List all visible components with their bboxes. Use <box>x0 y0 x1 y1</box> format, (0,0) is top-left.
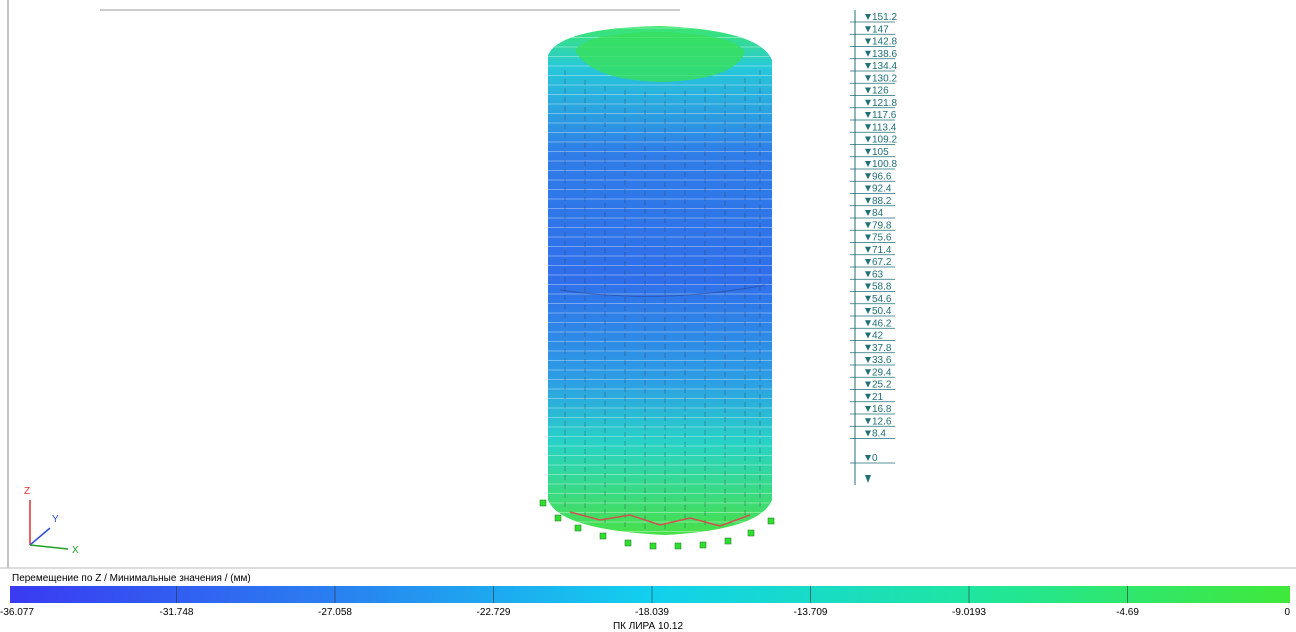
level-label: 42 <box>872 331 884 342</box>
level-marker <box>865 369 871 375</box>
level-label: 96.6 <box>872 171 892 182</box>
level-label: 67.2 <box>872 257 892 268</box>
level-label: 12.6 <box>872 416 892 427</box>
level-label: 84 <box>872 208 884 219</box>
level-label: 142.8 <box>872 37 897 48</box>
level-label: 100.8 <box>872 159 897 170</box>
level-label: 79.8 <box>872 220 892 231</box>
level-marker <box>865 406 871 412</box>
level-marker <box>865 320 871 326</box>
level-label: 8.4 <box>872 429 886 440</box>
level-marker <box>865 88 871 94</box>
level-label: 151.2 <box>872 12 897 23</box>
level-label: 126 <box>872 86 889 97</box>
level-marker <box>865 51 871 57</box>
level-label: 37.8 <box>872 343 892 354</box>
colorbar-label: -27.058 <box>318 607 352 618</box>
level-label: 147 <box>872 24 889 35</box>
axis-triad: Z Y X <box>24 486 79 556</box>
level-marker <box>865 247 871 253</box>
level-marker <box>865 26 871 32</box>
axis-x-label: X <box>72 545 79 556</box>
level-marker <box>865 394 871 400</box>
level-marker <box>865 271 871 277</box>
level-label: 33.6 <box>872 355 892 366</box>
level-marker <box>865 186 871 192</box>
level-label: 75.6 <box>872 233 892 244</box>
level-label: 117.6 <box>872 110 897 121</box>
colorbar-title: Перемещение по Z / Минимальные значения … <box>12 573 251 584</box>
colorbar-label: -13.709 <box>794 607 828 618</box>
colorbar <box>10 586 1290 603</box>
level-label: 109.2 <box>872 135 897 146</box>
footer: ПК ЛИРА 10.12 <box>613 621 683 632</box>
level-label: 29.4 <box>872 367 892 378</box>
level-marker <box>865 284 871 290</box>
colorbar-label: -9.0193 <box>952 607 986 618</box>
app-window: Z Y X 151.2147 142.8138.6134.4130.2 126121… <box>0 0 1296 632</box>
level-marker <box>865 222 871 228</box>
level-label: 46.2 <box>872 318 892 329</box>
level-label: 50.4 <box>872 306 892 317</box>
level-marker <box>865 173 871 179</box>
level-marker <box>865 235 871 241</box>
level-marker <box>865 63 871 69</box>
level-marker <box>865 357 871 363</box>
level-marker <box>865 455 871 461</box>
level-label: 134.4 <box>872 61 897 72</box>
level-label: 92.4 <box>872 184 892 195</box>
level-marker <box>865 345 871 351</box>
level-marker <box>865 210 871 216</box>
level-marker <box>865 475 871 483</box>
viewport: Z Y X 151.2147 142.8138.6134.4130.2 126121… <box>0 0 1296 632</box>
level-marker <box>865 333 871 339</box>
level-label: 88.2 <box>872 196 892 207</box>
level-marker <box>865 39 871 45</box>
level-marker <box>865 137 871 143</box>
level-label: 0 <box>872 453 878 464</box>
level-marker <box>865 198 871 204</box>
building-model <box>540 26 774 549</box>
colorbar-label: -22.729 <box>477 607 511 618</box>
level-marker <box>865 418 871 424</box>
level-label: 63 <box>872 269 884 280</box>
level-marker <box>865 259 871 265</box>
level-marker <box>865 124 871 130</box>
level-label: 58.8 <box>872 282 892 293</box>
level-label: 138.6 <box>872 49 897 60</box>
level-label: 121.8 <box>872 98 897 109</box>
colorbar-label: 0 <box>1284 607 1290 618</box>
level-label: 16.8 <box>872 404 892 415</box>
level-marker <box>865 14 871 20</box>
level-label: 71.4 <box>872 245 892 256</box>
level-label: 113.4 <box>872 122 897 133</box>
colorbar-label: -4.69 <box>1116 607 1139 618</box>
colorbar-label: -31.748 <box>160 607 194 618</box>
level-marker <box>865 296 871 302</box>
colorbar-label: -18.039 <box>635 607 669 618</box>
level-marker <box>865 308 871 314</box>
axis-y-label: Y <box>52 514 59 525</box>
level-marker <box>865 149 871 155</box>
level-marker <box>865 431 871 437</box>
level-marker <box>865 112 871 118</box>
level-marker <box>865 161 871 167</box>
colorbar-label: -36.077 <box>0 607 34 618</box>
level-label: 105 <box>872 147 889 158</box>
axis-z-label: Z <box>24 486 30 497</box>
level-label: 25.2 <box>872 380 892 391</box>
level-label: 54.6 <box>872 294 892 305</box>
level-marker <box>865 75 871 81</box>
level-label: 130.2 <box>872 73 897 84</box>
level-label: 21 <box>872 392 884 403</box>
level-marker <box>865 100 871 106</box>
level-marker <box>865 382 871 388</box>
